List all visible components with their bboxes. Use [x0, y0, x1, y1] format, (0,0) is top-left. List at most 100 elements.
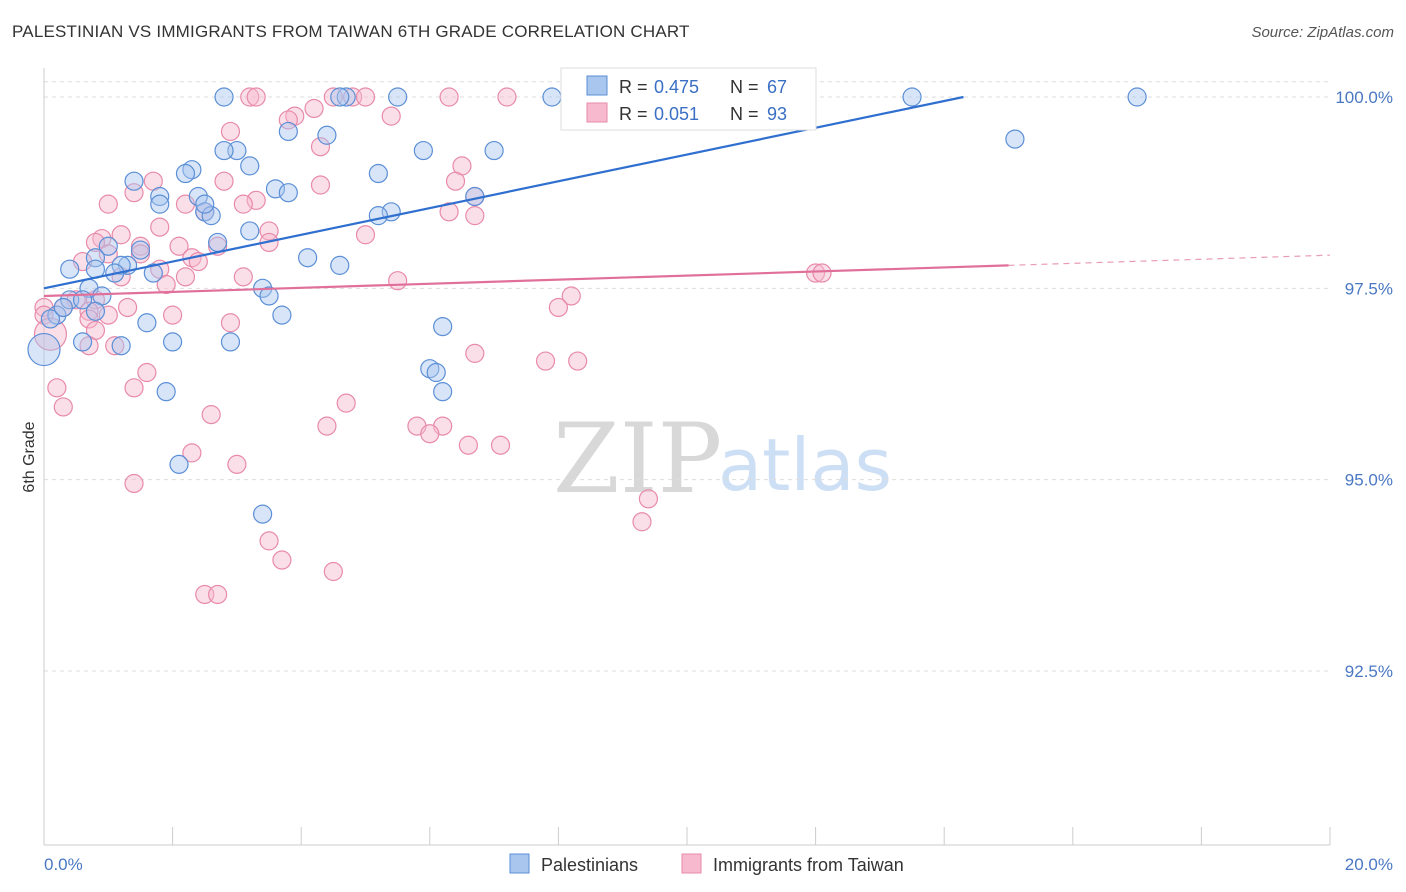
taiwan-point-18 [214, 171, 234, 191]
bottom-legend-label-taiwan: Immigrants from Taiwan [713, 855, 904, 875]
x-ticks [43, 827, 1331, 845]
taiwan-point-5 [439, 87, 459, 107]
x-tick-label-max: 20.0% [1345, 855, 1393, 874]
taiwan-point-45 [233, 267, 253, 287]
taiwan-point-58 [98, 305, 118, 325]
palestinians-point-63 [253, 504, 273, 524]
taiwan-point-12 [220, 121, 241, 142]
taiwan-point-56 [117, 297, 138, 318]
y-tick-labels: 92.5% 95.0% 97.5% 100.0% [1335, 88, 1393, 681]
taiwan-point-15 [445, 171, 466, 191]
bottom-legend: Palestinians Immigrants from Taiwan [509, 853, 904, 875]
legend-r-label-2: R = [619, 104, 648, 124]
legend-swatch-taiwan [586, 102, 608, 123]
taiwan-point-69 [137, 362, 157, 383]
taiwan-point-24 [233, 194, 253, 214]
palestinians-point-4 [542, 87, 562, 107]
taiwan-point-52 [561, 286, 581, 306]
palestinians-point-11 [214, 140, 234, 161]
taiwan-point-92 [111, 225, 131, 245]
legend-box: R = 0.475 N = 67 R = 0.051 N = 93 [560, 67, 817, 131]
taiwan-point-70 [47, 378, 67, 398]
trend-line-taiwan [43, 264, 1009, 298]
palestinians-point-5 [902, 87, 922, 107]
taiwan-point-57 [548, 297, 569, 318]
x-tick-label-min: 0.0% [44, 855, 83, 874]
legend-n-value-2: 93 [767, 104, 787, 124]
palestinians-point-59 [426, 362, 446, 383]
taiwan-point-29 [259, 221, 279, 241]
taiwan-point-34 [169, 236, 189, 256]
taiwan-point-38 [98, 244, 118, 264]
taiwan-point-1 [246, 87, 266, 107]
palestinians-point-32 [85, 248, 106, 268]
taiwan-point-84 [638, 489, 659, 509]
taiwan-point-44 [175, 267, 196, 287]
palestinians-point-35 [298, 248, 318, 268]
palestinians-point-29 [240, 221, 260, 241]
palestinians-point-30 [208, 232, 228, 253]
legend-r-value-2: 0.051 [654, 104, 699, 124]
palestinians-point-52 [433, 317, 453, 337]
palestinians-point-2 [330, 87, 350, 107]
palestinians-point-17 [368, 163, 388, 184]
y-tick-label-0: 92.5% [1345, 662, 1393, 681]
palestinians-point-62 [169, 454, 189, 474]
gridlines [44, 81, 1330, 672]
taiwan-point-11 [304, 98, 324, 119]
series-palestinians-points [27, 87, 1147, 524]
palestinians-point-7 [1005, 129, 1025, 149]
legend-n-label-1: N = [730, 77, 759, 97]
y-tick-label-2: 97.5% [1345, 279, 1393, 298]
taiwan-point-74 [201, 405, 221, 425]
palestinians-point-3 [388, 87, 408, 107]
palestinians-point-16 [175, 163, 196, 184]
palestinians-point-36 [330, 255, 350, 275]
taiwan-point-60 [79, 309, 99, 329]
palestinians-point-48 [85, 301, 106, 321]
taiwan-point-27 [465, 206, 485, 226]
trend-line-palestinians [43, 95, 964, 290]
palestinians-point-37 [111, 255, 131, 275]
taiwan-point-21 [246, 190, 266, 210]
taiwan-point-59 [163, 305, 183, 325]
taiwan-point-67 [535, 351, 556, 371]
taiwan-point-30 [355, 225, 376, 245]
palestinians-point-24 [150, 194, 170, 214]
taiwan-point-86 [259, 531, 279, 551]
palestinians-point-8 [278, 121, 298, 142]
taiwan-point-55 [79, 301, 99, 321]
source-label: Source: ZipAtlas.com [1251, 24, 1394, 41]
taiwan-point-13 [310, 137, 331, 157]
taiwan-point-16 [124, 183, 144, 203]
palestinians-point-1 [336, 87, 356, 107]
taiwan-point-19 [310, 175, 331, 195]
taiwan-point-6 [497, 87, 517, 107]
legend-swatch-palestinians [586, 75, 608, 96]
palestinians-point-64 [53, 297, 73, 318]
palestinians-point-49 [40, 309, 61, 329]
palestinians-point-38 [60, 259, 80, 279]
taiwan-point-66 [465, 343, 485, 363]
taiwan-point-46 [388, 271, 408, 291]
palestinians-point-20 [278, 183, 298, 203]
taiwan-point-4 [355, 87, 376, 107]
taiwan-point-65 [105, 336, 125, 356]
palestinians-point-61 [433, 382, 453, 402]
taiwan-point-88 [323, 561, 343, 582]
taiwan-point-81 [182, 443, 202, 463]
y-tick-label-1: 95.0% [1345, 471, 1393, 490]
bottom-legend-label-palestinians: Palestinians [541, 855, 638, 875]
taiwan-point-9 [381, 106, 401, 126]
palestinians-point-6 [1127, 87, 1147, 107]
palestinians-point-9 [317, 125, 337, 145]
y-axis-label: 6th Grade [21, 421, 38, 492]
palestinians-point-51 [137, 313, 157, 333]
palestinians-point-27 [201, 206, 221, 226]
palestinians-point-14 [240, 156, 260, 176]
taiwan-point-90 [208, 584, 228, 605]
taiwan-point-22 [98, 194, 118, 214]
series-taiwan-points [33, 87, 832, 605]
palestinians-point-50 [272, 305, 292, 325]
